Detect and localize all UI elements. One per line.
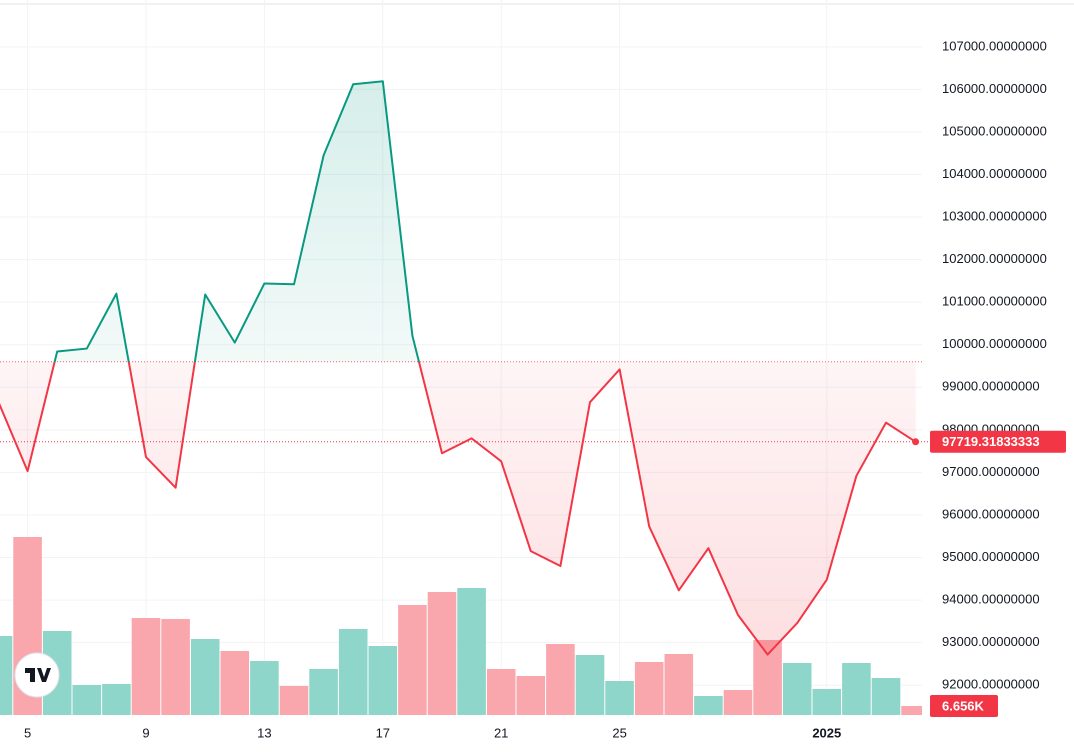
volume-bar [190, 639, 220, 715]
x-tick-label: 2025 [812, 725, 841, 740]
volume-bar [338, 629, 368, 715]
y-tick-label: 99000.00000000 [942, 379, 1040, 394]
y-tick-label: 95000.00000000 [942, 549, 1040, 564]
volume-bar [72, 685, 102, 715]
volume-bar [161, 619, 190, 715]
x-tick-label: 25 [612, 725, 626, 740]
volume-bar [102, 684, 131, 715]
logo [14, 652, 60, 698]
y-tick-label: 94000.00000000 [942, 592, 1040, 607]
last-point [912, 438, 920, 446]
volume-bar [812, 689, 842, 715]
volume-bar [694, 696, 723, 715]
x-tick-label: 5 [24, 725, 31, 740]
volume-bar [131, 618, 161, 715]
volume-bar [279, 686, 309, 715]
volume-bar [398, 605, 427, 715]
volume-tag [930, 695, 998, 718]
y-tick-label: 101000.00000000 [942, 294, 1047, 309]
volume-bar [782, 663, 812, 715]
y-tick-label: 100000.00000000 [942, 336, 1047, 351]
volume-bar [871, 678, 901, 715]
y-tick-label: 104000.00000000 [942, 166, 1047, 181]
baseline-fill [0, 81, 916, 655]
volume-bar [842, 663, 871, 715]
volume-bar [575, 655, 605, 715]
x-tick-label: 21 [494, 725, 508, 740]
y-tick-label: 107000.00000000 [942, 38, 1047, 53]
volume-bar [250, 661, 279, 715]
y-tick-label: 97000.00000000 [942, 464, 1040, 479]
volume-bar [368, 646, 398, 715]
last-price-label: 97719.31833333 [942, 434, 1040, 449]
x-tick-label: 17 [376, 725, 390, 740]
volume-bar [220, 651, 250, 715]
volume-bar [0, 636, 13, 715]
volume-bar [427, 592, 457, 715]
volume-bar [723, 690, 753, 715]
x-tick-label: 9 [142, 725, 149, 740]
y-tick-label: 103000.00000000 [942, 208, 1047, 223]
price-line [0, 80, 917, 656]
volume-bar [516, 676, 546, 715]
volume-bar [901, 706, 922, 715]
y-tick-label: 92000.00000000 [942, 677, 1040, 692]
last-price-tag [930, 430, 1066, 453]
volume-bar [486, 669, 516, 715]
y-tick-label: 105000.00000000 [942, 123, 1047, 138]
volume-bar [309, 669, 338, 715]
volume-label: 6.656K [942, 698, 985, 713]
y-tick-label: 93000.00000000 [942, 634, 1040, 649]
volume-bar [457, 588, 486, 715]
x-tick-label: 13 [257, 725, 271, 740]
volume-bar [664, 654, 694, 715]
y-tick-label: 106000.00000000 [942, 81, 1047, 96]
y-tick-label: 102000.00000000 [942, 251, 1047, 266]
y-tick-label: 96000.00000000 [942, 506, 1040, 521]
volume-bar [634, 662, 664, 715]
volume-bar [546, 644, 575, 715]
volume-bar [605, 681, 634, 715]
